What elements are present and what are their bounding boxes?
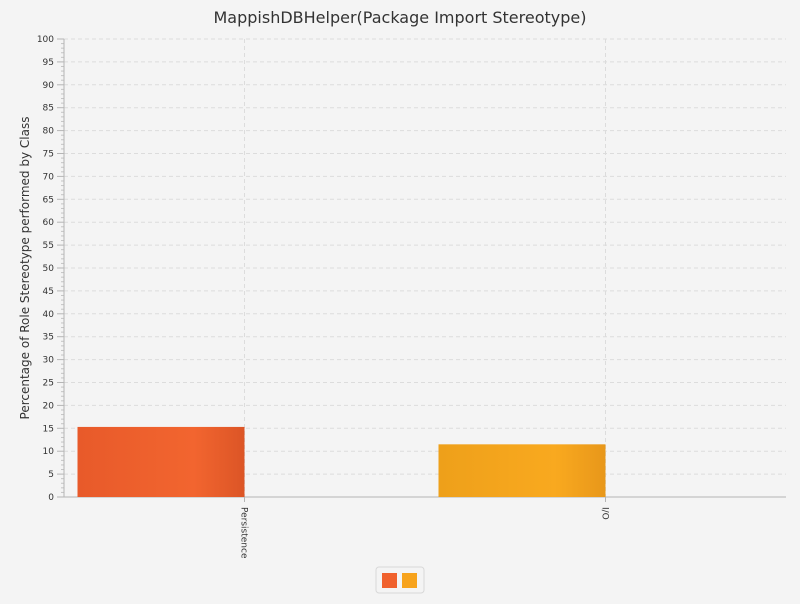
y-tick-label: 75	[43, 150, 54, 160]
y-tick-label: 50	[43, 264, 55, 274]
y-tick-label: 95	[43, 58, 54, 68]
x-tick-label: I/O	[600, 507, 610, 520]
y-tick-label: 5	[48, 470, 54, 480]
y-tick-label: 65	[43, 195, 54, 205]
legend-swatch-1	[382, 573, 397, 588]
y-axis-title: Percentage of Role Stereotype performed …	[18, 117, 32, 420]
y-tick-label: 15	[43, 424, 54, 434]
bar-persistence	[77, 426, 245, 497]
y-tick-label: 20	[43, 401, 55, 411]
y-tick-label: 10	[43, 447, 55, 457]
grid-lines	[64, 38, 786, 497]
legend-swatch-2	[402, 573, 417, 588]
y-tick-label: 35	[43, 333, 54, 343]
y-tick-label: 25	[43, 379, 54, 389]
bar-i-o	[438, 444, 606, 497]
y-tick-label: 85	[43, 104, 54, 114]
category-labels: Persistence I/O	[239, 507, 610, 559]
x-tick-label: Persistence	[239, 507, 249, 559]
y-tick-label: 45	[43, 287, 54, 297]
y-tick-label: 100	[37, 35, 54, 45]
chart-title: MappishDBHelper(Package Import Stereotyp…	[214, 8, 587, 27]
y-tick-label: 80	[43, 127, 55, 137]
y-tick-label: 0	[48, 493, 54, 503]
y-tick-label: 90	[43, 81, 55, 91]
y-tick-label: 30	[43, 356, 55, 366]
y-tick-label: 55	[43, 241, 54, 251]
bars	[77, 426, 606, 497]
y-tick-label: 70	[43, 172, 55, 182]
y-tick-label: 60	[43, 218, 55, 228]
y-tick-label: 40	[43, 310, 55, 320]
legend	[375, 566, 425, 594]
